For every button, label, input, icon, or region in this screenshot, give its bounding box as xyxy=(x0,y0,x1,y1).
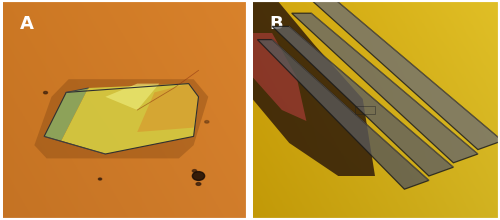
Polygon shape xyxy=(34,79,208,158)
Polygon shape xyxy=(106,84,160,110)
Text: B: B xyxy=(270,15,283,33)
Polygon shape xyxy=(292,13,478,163)
Polygon shape xyxy=(44,88,88,141)
Ellipse shape xyxy=(196,183,201,185)
Text: A: A xyxy=(20,15,34,33)
Ellipse shape xyxy=(98,178,102,180)
Ellipse shape xyxy=(204,121,209,123)
Ellipse shape xyxy=(192,170,196,172)
Polygon shape xyxy=(272,26,454,176)
Ellipse shape xyxy=(44,92,48,94)
Ellipse shape xyxy=(192,172,204,180)
Polygon shape xyxy=(137,84,198,132)
Polygon shape xyxy=(258,40,429,189)
Polygon shape xyxy=(312,0,500,150)
Polygon shape xyxy=(62,84,198,154)
Polygon shape xyxy=(252,0,375,176)
Polygon shape xyxy=(252,33,306,121)
